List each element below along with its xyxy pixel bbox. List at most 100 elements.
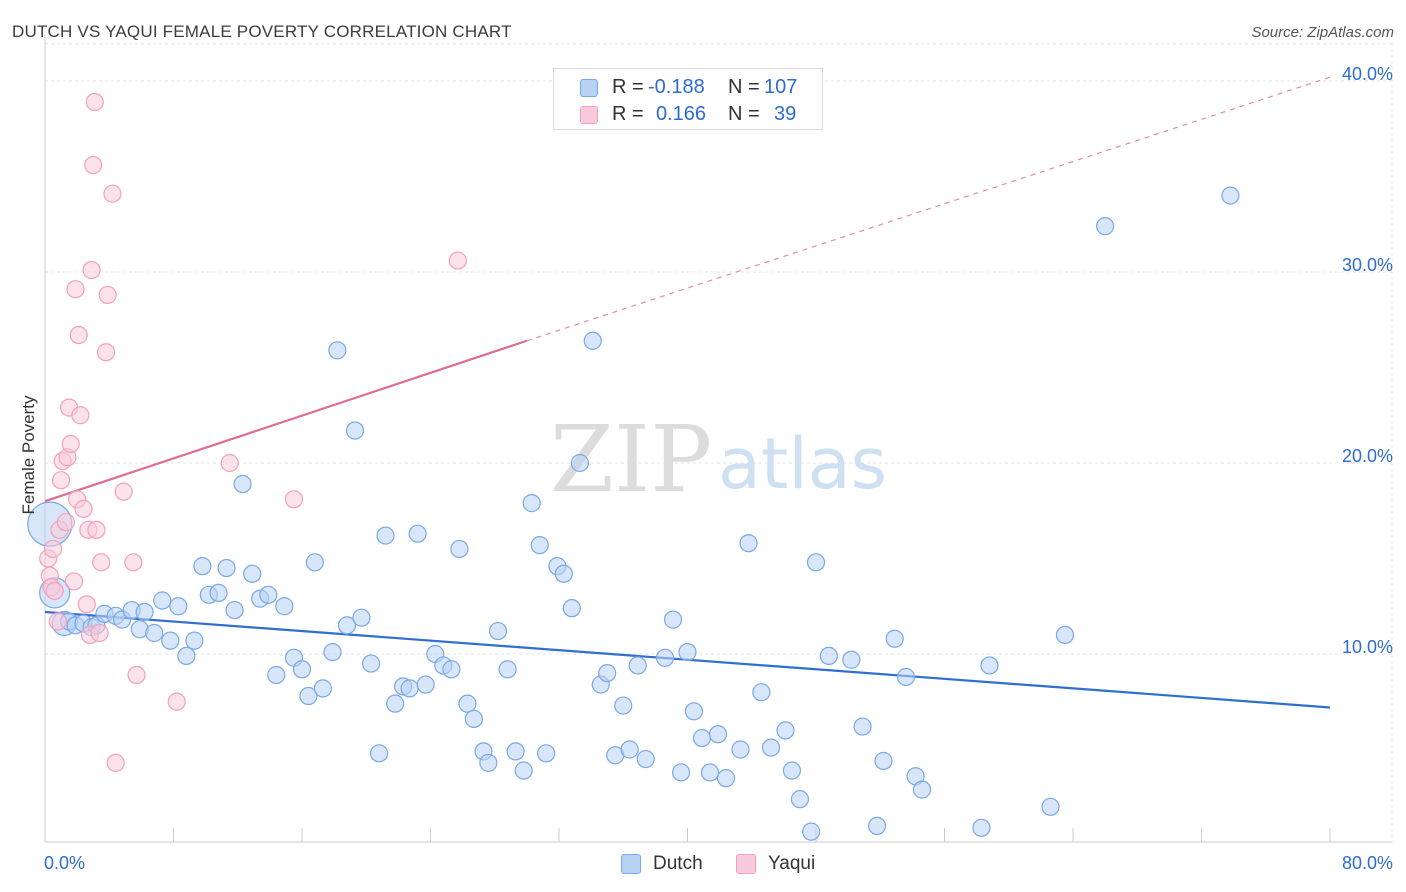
dutch-point <box>912 780 932 799</box>
dutch-point <box>161 631 180 650</box>
dutch-point <box>522 494 541 513</box>
dutch-point <box>853 717 872 736</box>
dutch-point <box>663 610 683 629</box>
dutch-point <box>782 761 802 780</box>
dutch-point <box>752 683 771 702</box>
yaqui-swatch <box>580 106 598 124</box>
yaqui-point <box>124 553 143 572</box>
watermark-atlas: atlas <box>718 423 887 505</box>
y-tick-label: 10.0% <box>1342 637 1393 657</box>
stats-legend: R = -0.188 N = 107 R = 0.166 N = 39 <box>553 68 823 130</box>
dutch-point <box>305 553 324 572</box>
yaqui-point <box>448 251 467 270</box>
yaqui-point <box>167 692 186 711</box>
dutch-point <box>275 597 294 616</box>
dutch-point <box>700 763 720 782</box>
dutch-point <box>177 646 196 666</box>
dutch-point <box>678 642 697 662</box>
y-axis-label: Female Poverty <box>19 395 38 515</box>
dutch-point <box>570 453 589 473</box>
dutch-point <box>554 564 573 583</box>
watermark: ZIP atlas <box>550 406 887 513</box>
dutch-point <box>135 602 154 622</box>
r-label: R = <box>612 103 644 125</box>
dutch-point <box>636 749 655 769</box>
grid-layer <box>45 42 1393 842</box>
x-tick-label-min: 0.0% <box>44 853 85 873</box>
yaqui-point <box>56 513 75 532</box>
dutch-point <box>583 331 602 350</box>
dutch-points <box>27 186 1240 841</box>
dutch-point <box>885 629 904 648</box>
yaqui-point <box>69 325 88 345</box>
dutch-point <box>684 702 704 721</box>
dutch-point <box>328 341 347 360</box>
dutch-point <box>450 539 469 559</box>
dutch-point <box>761 738 781 757</box>
dutch-point <box>562 599 581 618</box>
yaqui-point <box>66 280 85 299</box>
dutch-point <box>193 557 212 576</box>
dutch-point <box>153 591 172 610</box>
dutch-point <box>488 621 508 641</box>
dutch-point <box>1096 217 1115 236</box>
dutch-point <box>620 740 639 759</box>
dutch-point <box>842 650 861 669</box>
y-tick-label: 30.0% <box>1342 255 1393 275</box>
n-label: N = <box>728 103 760 125</box>
dutch-point <box>400 679 419 698</box>
dutch-point <box>514 761 533 780</box>
yaqui-point <box>127 665 146 685</box>
dutch-point <box>416 675 435 694</box>
dutch-point <box>169 597 188 616</box>
dutch-point <box>802 822 821 841</box>
yaqui-point <box>106 753 125 772</box>
dutch-point <box>598 663 617 683</box>
dutch-point <box>458 694 477 713</box>
yaqui-point <box>85 92 104 112</box>
yaqui-point <box>96 343 116 362</box>
dutch-point <box>145 623 164 643</box>
yaqui-point <box>98 285 117 305</box>
n-value: 107 <box>764 76 798 98</box>
dutch-point <box>352 608 371 627</box>
yaqui-point <box>92 553 111 572</box>
dutch-point <box>790 790 810 809</box>
dutch-point <box>506 742 525 761</box>
dutch-legend-label: Dutch <box>653 853 703 874</box>
y-tick-label: 40.0% <box>1342 64 1393 84</box>
yaqui-point <box>87 520 106 539</box>
n-label: N = <box>728 76 760 98</box>
dutch-point <box>1221 186 1240 205</box>
dutch-point <box>716 769 736 788</box>
r-value: -0.188 <box>648 76 705 98</box>
axis-layer: 10.0% 20.0% 30.0% 40.0% <box>44 34 1393 843</box>
dutch-point <box>233 474 252 494</box>
yaqui-legend-label: Yaqui <box>768 853 816 874</box>
yaqui-point <box>77 595 96 614</box>
dutch-point <box>537 744 556 763</box>
dutch-point <box>361 654 381 673</box>
dutch-point <box>874 751 893 771</box>
yaqui-points <box>39 92 467 772</box>
x-tick-label-max: 80.0% <box>1342 853 1393 873</box>
dutch-point <box>376 526 395 545</box>
yaqui-point <box>84 155 103 175</box>
dutch-point <box>323 642 342 662</box>
dutch-point <box>209 583 228 602</box>
dutch-point <box>299 686 318 706</box>
dutch-point <box>259 585 278 604</box>
dutch-point <box>267 665 286 685</box>
dutch-point <box>1055 625 1075 645</box>
n-value: 39 <box>774 103 797 125</box>
dutch-point <box>479 753 498 772</box>
dutch-point <box>980 656 999 675</box>
dutch-point <box>972 818 991 837</box>
y-tick-label: 20.0% <box>1342 446 1393 466</box>
dutch-point <box>225 600 244 620</box>
dutch-point <box>708 725 728 744</box>
dutch-point <box>530 536 549 555</box>
dutch-point <box>1041 797 1060 816</box>
dutch-point <box>806 553 826 572</box>
